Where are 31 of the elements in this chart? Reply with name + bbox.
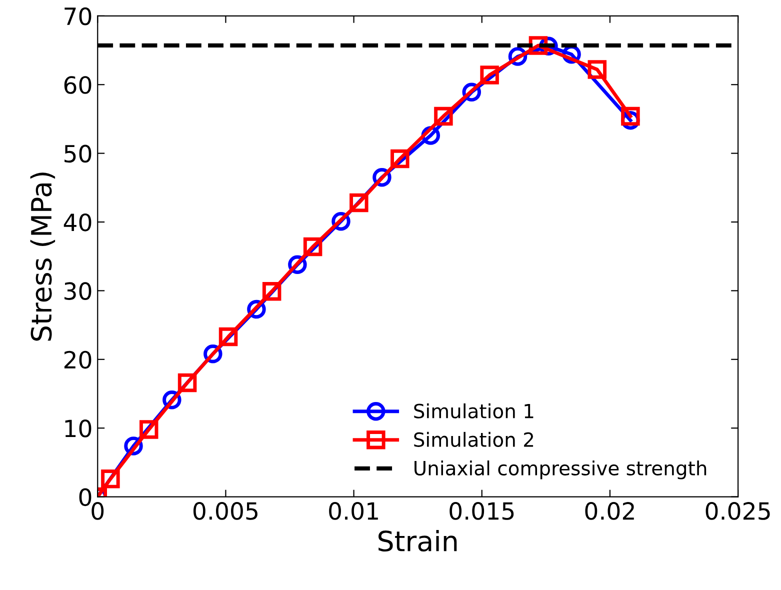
legend-label: Uniaxial compressive strength: [414, 460, 706, 480]
y-tick-label: 50: [64, 144, 92, 163]
x-tick-label: 0.01: [329, 502, 378, 520]
point: [178, 373, 197, 392]
y-tick-label: 30: [64, 282, 92, 300]
point: [480, 66, 499, 84]
legend-label: Simulation 1: [414, 403, 534, 418]
point: [588, 60, 607, 79]
point: [350, 193, 368, 212]
y-tick-label: 60: [64, 76, 92, 94]
legend-label: Simulation 2: [414, 432, 534, 447]
point: [621, 106, 640, 126]
x-axis-title: Strain: [378, 530, 457, 552]
x-tick-label: 0.02: [585, 502, 634, 520]
point: [303, 237, 322, 256]
x-tick-label: 0: [92, 502, 104, 520]
point: [262, 282, 282, 301]
y-tick-label: 70: [64, 7, 92, 26]
x-tick-label: 0.025: [706, 502, 770, 520]
y-tick-label: 0: [79, 488, 92, 506]
point: [101, 470, 120, 488]
point: [390, 149, 410, 168]
point: [218, 327, 238, 346]
point: [139, 420, 158, 439]
y-tick-label: 40: [64, 213, 92, 232]
x-tick-label: 0.015: [450, 502, 514, 520]
y-axis-title: Stress (MPa): [30, 172, 56, 341]
y-tick-label: 20: [64, 350, 92, 369]
point: [434, 106, 453, 126]
x-tick-label: 0.005: [193, 502, 258, 520]
y-tick-label: 10: [65, 420, 92, 438]
